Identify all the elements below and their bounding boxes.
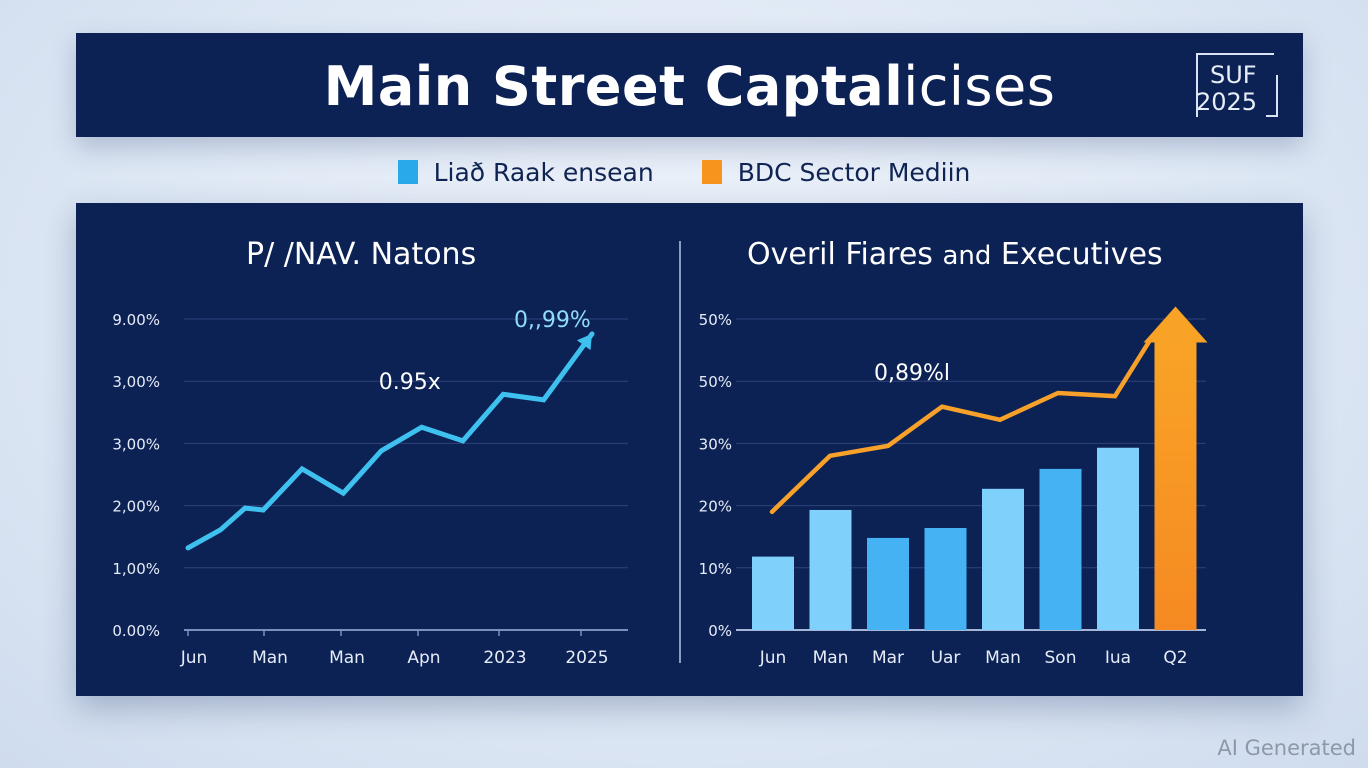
right-y-tick-label: 10% (699, 560, 732, 578)
right-x-tick-label: Uar (931, 648, 961, 668)
charts-svg: 0.00% 1,00% 2,00% 3,00% 3,00% 9.00% Jun Man Man A… (112, 306, 1208, 668)
left-x-tick-label: Man (252, 648, 288, 668)
right-bar (752, 556, 794, 630)
left-chart-title: P/ /NAV. Natons (246, 237, 477, 272)
right-chart-title: Overil Fiares and Executives (747, 237, 1163, 272)
right-y-tick-label: 50% (699, 311, 732, 329)
title-thin-part: icises (903, 55, 1056, 118)
header-banner: Main Street Captalicises SUF 2025 (76, 33, 1303, 137)
left-x-tick-label: 2025 (565, 648, 608, 668)
right-annotation-label: 0,89%l (874, 361, 950, 386)
legend: Liað Raak ensean BDC Sector Mediin (0, 155, 1368, 189)
right-bar-arrowhead (1143, 306, 1208, 343)
right-x-tick-label: Man (985, 648, 1021, 668)
right-x-tick-label: Q2 (1163, 648, 1187, 668)
year-badge: SUF 2025 (1196, 53, 1278, 117)
left-x-tick-label: 2023 (483, 648, 526, 668)
right-bar (1097, 447, 1139, 630)
badge-label: SUF (1210, 61, 1257, 89)
legend-swatch-blue (397, 160, 418, 184)
legend-label-orange: BDC Sector Mediin (737, 157, 971, 187)
left-x-tick-label: Man (329, 648, 365, 668)
right-x-tick-label: Man (813, 648, 849, 668)
right-y-tick-label: 20% (699, 498, 732, 516)
ai-generated-watermark: AI Generated (1217, 736, 1356, 760)
right-x-tick-label: Jun (759, 648, 787, 668)
panel-divider (679, 241, 681, 663)
left-x-tick-label: Jun (180, 648, 208, 668)
right-x-tick-label: Mar (872, 648, 904, 668)
right-title-part-3: Executives (991, 237, 1163, 272)
right-y-tick-label: 30% (699, 435, 732, 453)
right-title-part-1: Overil Fiares (747, 237, 943, 272)
left-y-tick-label: 3,00% (112, 373, 160, 391)
right-x-tick-label: Son (1045, 648, 1077, 668)
left-series-line (185, 331, 595, 551)
page-title: Main Street Captalicises (76, 55, 1303, 118)
badge-year: 2025 (1196, 88, 1258, 116)
left-annotation-label: 0.95x (379, 370, 441, 395)
left-y-tick-label: 9.00% (112, 311, 160, 329)
left-y-tick-label: 3,00% (112, 435, 160, 453)
legend-swatch-orange (701, 160, 722, 184)
right-y-tick-label: 0% (708, 622, 732, 640)
left-series-arrowhead (576, 333, 592, 351)
right-bar (982, 488, 1024, 630)
right-title-part-2: and (942, 241, 992, 271)
left-y-tick-label: 0.00% (112, 622, 160, 640)
title-bold-part: Main Street Captal (323, 55, 904, 118)
right-bar (809, 509, 852, 630)
right-x-tick-label: Iua (1105, 648, 1131, 668)
right-bar (1039, 468, 1082, 630)
left-y-tick-label: 2,00% (112, 498, 160, 516)
charts-panel: P/ /NAV. Natons Overil Fiares and Execut… (76, 203, 1303, 696)
left-x-tick-label: Apn (407, 648, 440, 668)
right-y-tick-label: 50% (699, 373, 732, 391)
left-annotation-label: 0,,99% (514, 308, 591, 333)
right-bar (867, 537, 909, 630)
right-bar (924, 527, 967, 630)
left-y-tick-label: 1,00% (112, 560, 160, 578)
right-bar-highlight (1154, 340, 1197, 630)
legend-item-orange: BDC Sector Mediin (701, 157, 971, 187)
right-series-line (769, 337, 1153, 515)
legend-label-blue: Liað Raak ensean (433, 157, 654, 187)
legend-item-blue: Liað Raak ensean (397, 157, 654, 187)
